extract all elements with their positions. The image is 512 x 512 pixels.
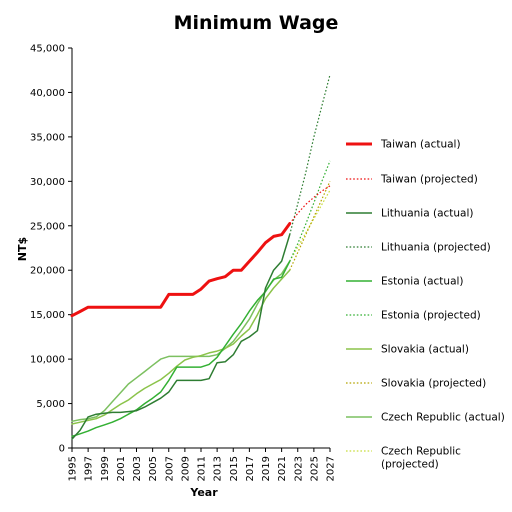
x-tick-label: 1995: [68, 456, 79, 481]
chart-title: Minimum Wage: [174, 12, 339, 34]
x-tick-label: 1999: [100, 456, 111, 481]
x-tick-label: 2007: [164, 456, 175, 481]
x-tick-label: 2025: [309, 456, 320, 481]
legend-label: Lithuania (actual): [381, 208, 474, 220]
y-axis-ticks: 0 5,000 10,000 15,000 20,000 25,000 30,000 35,0…: [30, 44, 72, 455]
x-tick-label: 2021: [277, 456, 288, 481]
legend-label: Estonia (actual): [381, 276, 464, 288]
legend-label: Slovakia (actual): [381, 344, 469, 356]
x-axis-label: Year: [189, 486, 218, 499]
series-lines: [70, 74, 331, 440]
series-line-czech-republic-actual: [71, 260, 291, 423]
y-tick-label: 25,000: [30, 221, 65, 232]
series-line-lithuania-projected: [289, 74, 331, 235]
series-line-lithuania-actual: [71, 233, 291, 440]
x-axis-ticks: 1995 1997 1999 2001 2003 2005 2007 2009 2011 2013…: [68, 448, 337, 481]
x-tick-label: 2019: [261, 456, 272, 481]
x-tick-label: 2023: [293, 456, 304, 481]
legend-label: Taiwan (projected): [380, 174, 478, 186]
x-tick-label: 2003: [132, 456, 143, 481]
series-line-taiwan-actual: [70, 222, 292, 318]
x-tick-label: 2001: [116, 456, 127, 481]
x-tick-label: 2005: [148, 456, 159, 481]
x-tick-label: 2009: [180, 456, 191, 481]
x-tick-label: 2013: [213, 456, 224, 481]
y-tick-label: 35,000: [30, 132, 65, 143]
x-tick-label: 2015: [229, 456, 240, 481]
y-tick-label: 0: [59, 444, 65, 455]
series-line-taiwan-projected: [289, 185, 331, 224]
legend-label: Lithuania (projected): [381, 242, 491, 254]
series-line-czech-republic-projected: [289, 189, 331, 262]
legend-label: Czech Republic (projected): [381, 446, 461, 471]
legend-label: Estonia (projected): [381, 310, 481, 322]
y-tick-label: 10,000: [30, 355, 65, 366]
x-tick-label: 1997: [84, 456, 95, 481]
series-line-estonia-projected: [289, 160, 331, 262]
y-tick-label: 20,000: [30, 266, 65, 277]
y-tick-label: 45,000: [30, 44, 65, 55]
series-line-estonia-actual: [71, 260, 291, 438]
x-tick-label: 2011: [197, 456, 208, 481]
legend-label: Slovakia (projected): [381, 378, 486, 390]
y-axis-label: NT$: [16, 237, 29, 261]
legend-label: Taiwan (actual): [380, 139, 461, 151]
legend: Taiwan (actual) Taiwan (projected) Lithuan…: [346, 139, 505, 471]
legend-label: Czech Republic (actual): [381, 412, 505, 424]
y-tick-label: 15,000: [30, 310, 65, 321]
x-tick-label: 2017: [245, 456, 256, 481]
axes: [71, 48, 330, 449]
x-tick-label: 2027: [326, 456, 337, 481]
y-tick-label: 30,000: [30, 177, 65, 188]
y-tick-label: 40,000: [30, 88, 65, 99]
y-tick-label: 5,000: [36, 399, 65, 410]
